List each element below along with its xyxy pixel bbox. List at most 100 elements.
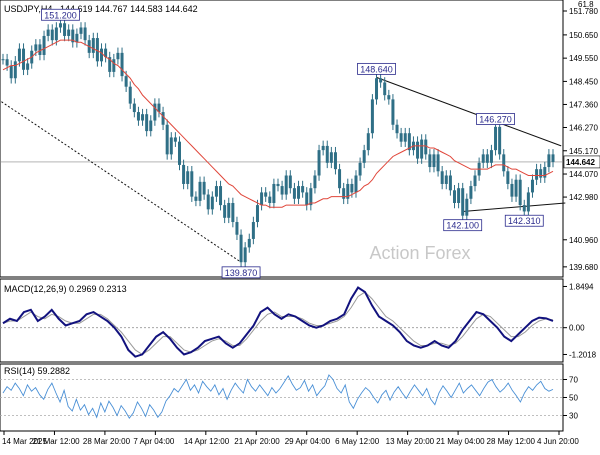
price-bar-body bbox=[448, 175, 452, 191]
x-tick-label: 21 Apr 20:00 bbox=[234, 437, 280, 446]
rsi-tick-label: 30 bbox=[569, 412, 578, 421]
price-bar-body bbox=[407, 133, 411, 151]
price-bar-body bbox=[182, 164, 186, 184]
price-bar-body bbox=[132, 103, 136, 113]
price-bar-body bbox=[469, 186, 473, 199]
price-bar-body bbox=[399, 133, 403, 142]
price-bar-body bbox=[251, 222, 255, 239]
x-tick-label: 14 Mar 2025 bbox=[2, 437, 47, 446]
price-bar-body bbox=[502, 154, 506, 172]
price-bar-body bbox=[75, 33, 79, 43]
price-tick-label: 150.650 bbox=[569, 31, 598, 40]
x-tick-label: 4 Jun 20:00 bbox=[537, 437, 579, 446]
price-bar-body bbox=[42, 35, 46, 55]
price-panel bbox=[0, 0, 564, 278]
price-bar-body bbox=[420, 139, 424, 159]
price-bar-body bbox=[173, 137, 177, 142]
price-bar-body bbox=[444, 175, 448, 184]
price-bar-body bbox=[440, 171, 444, 184]
price-annotation-box bbox=[221, 266, 261, 279]
price-bar-body bbox=[358, 162, 362, 176]
price-bar-body bbox=[83, 27, 87, 41]
price-annotation-label: 148.640 bbox=[360, 64, 393, 74]
price-bar-body bbox=[5, 59, 9, 66]
price-bar-body bbox=[50, 29, 54, 41]
price-bar-body bbox=[366, 133, 370, 151]
price-bar-body bbox=[342, 188, 346, 199]
rsi-layer bbox=[0, 374, 563, 420]
price-bar-body bbox=[354, 175, 358, 193]
price-tick-label: 148.450 bbox=[569, 77, 598, 86]
price-bar-body bbox=[510, 183, 514, 197]
price-bar-body bbox=[149, 120, 153, 132]
price-bar-body bbox=[91, 38, 95, 53]
price-bar-body bbox=[301, 186, 305, 193]
price-bar-body bbox=[518, 179, 522, 206]
price-bar-body bbox=[63, 23, 67, 36]
price-tick-label: 146.270 bbox=[569, 124, 598, 133]
price-bar-body bbox=[9, 65, 13, 79]
price-bar-body bbox=[329, 152, 333, 163]
price-bar-body bbox=[313, 175, 317, 189]
price-bar-body bbox=[268, 196, 272, 203]
price-bar-body bbox=[370, 99, 374, 134]
price-bar-body bbox=[452, 190, 456, 203]
price-bar-body bbox=[136, 112, 140, 121]
price-bar-body bbox=[104, 48, 108, 58]
price-bar-body bbox=[108, 57, 112, 72]
price-bar-body bbox=[346, 183, 350, 199]
price-bar-body bbox=[522, 205, 526, 212]
price-bar-body bbox=[473, 175, 477, 187]
x-tick-label: 29 Apr 04:00 bbox=[285, 437, 331, 446]
price-bar-body bbox=[210, 196, 214, 210]
price-bar-body bbox=[543, 167, 547, 178]
price-bar-body bbox=[333, 152, 337, 170]
price-bar-body bbox=[526, 192, 530, 212]
price-bar-body bbox=[325, 145, 329, 163]
price-bar-body bbox=[223, 205, 227, 218]
price-annotation-label: 142.100 bbox=[446, 221, 479, 231]
price-layer: 151.200 148.640 146.270 142.100 142.310 139.8… bbox=[0, 8, 566, 279]
price-bar-body bbox=[141, 114, 145, 121]
price-bar-body bbox=[260, 192, 264, 206]
rsi-title: RSI(14) 59.2882 bbox=[4, 366, 70, 376]
price-bar-body bbox=[239, 234, 243, 263]
price-bar-body bbox=[461, 188, 465, 216]
price-bar-body bbox=[387, 95, 391, 100]
x-tick-label: 21 Mar 12:00 bbox=[32, 437, 80, 446]
x-tick-label: 13 May 20:00 bbox=[386, 437, 435, 446]
x-tick-label: 6 May 12:00 bbox=[335, 437, 380, 446]
price-bar-body bbox=[128, 86, 132, 104]
price-bar-body bbox=[214, 186, 218, 197]
price-bar-body bbox=[276, 183, 280, 187]
price-bar-body bbox=[506, 171, 510, 184]
axis-layer: 139.680 140.960 142.980 144.070 145.170 146.2… bbox=[2, 7, 600, 446]
price-bar-body bbox=[309, 188, 313, 206]
price-tick-label: 147.360 bbox=[569, 100, 598, 109]
price-bar-body bbox=[190, 171, 194, 197]
price-bar-body bbox=[124, 76, 128, 87]
macd-tick-label: -1.2018 bbox=[569, 350, 597, 359]
price-bar-body bbox=[67, 29, 71, 36]
price-bar-body bbox=[362, 150, 366, 163]
watermark: Action Forex bbox=[369, 243, 470, 263]
trendline bbox=[0, 100, 242, 263]
price-bar-body bbox=[485, 154, 489, 163]
price-bar-body bbox=[428, 154, 432, 168]
price-bar-body bbox=[34, 44, 38, 51]
price-bar-body bbox=[551, 154, 555, 162]
price-bar-body bbox=[498, 126, 502, 155]
price-annotation-box bbox=[504, 214, 544, 227]
macd-line bbox=[2, 286, 554, 358]
price-bar-body bbox=[481, 154, 485, 163]
price-bar-body bbox=[157, 103, 161, 113]
price-bar-body bbox=[13, 61, 17, 79]
macd-tick-label: 0.00 bbox=[569, 324, 585, 333]
price-bar-body bbox=[272, 183, 276, 203]
price-bar-body bbox=[231, 202, 235, 223]
price-bar-body bbox=[436, 154, 440, 172]
price-bar-body bbox=[539, 169, 543, 178]
price-bar-body bbox=[432, 154, 436, 168]
price-bar-body bbox=[264, 192, 268, 197]
price-bar-body bbox=[494, 126, 498, 151]
